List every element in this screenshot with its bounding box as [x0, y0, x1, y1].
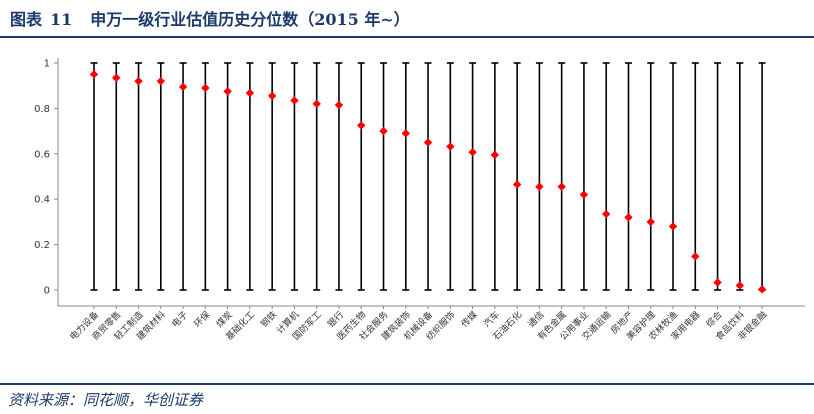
y-tick-label: 1 [44, 59, 50, 70]
data-point [201, 83, 210, 93]
category-label: 钢铁 [258, 309, 279, 330]
y-tick-label: 0.2 [34, 240, 50, 251]
header: 图表 11 申万一级行业估值历史分位数（2015 年~） [0, 0, 814, 40]
category-label: 通信 [525, 309, 546, 330]
data-point [468, 148, 477, 157]
data-point [112, 73, 121, 82]
data-point [713, 278, 722, 287]
y-tick-label: 0.6 [34, 149, 50, 160]
source-note: 资料来源：同花顺，华创证券 [8, 391, 204, 409]
data-point [535, 182, 544, 191]
data-point [512, 180, 522, 189]
figure-label: 图表 [10, 10, 43, 29]
data-point [89, 70, 99, 79]
data-point [579, 190, 589, 199]
data-point [290, 96, 299, 105]
data-point [446, 142, 455, 151]
data-point [490, 150, 500, 160]
y-tick-label: 0 [44, 286, 50, 297]
data-point [357, 121, 366, 130]
category-label: 银行 [325, 309, 346, 330]
data-point [178, 82, 188, 92]
category-label: 环保 [191, 309, 212, 330]
category-label: 煤炭 [214, 309, 235, 330]
data-point [267, 91, 277, 101]
data-point [379, 126, 388, 136]
data-point [602, 209, 611, 219]
data-point [624, 213, 633, 222]
category-label: 综合 [703, 309, 724, 330]
chart-area: 0 0.2 0.4 0.6 0.8 1 电力设备 商贸零售 轻工制造 建筑材料 电子 环保 煤炭 基础化工… [0, 40, 814, 380]
data-point [646, 217, 655, 227]
data-point [401, 129, 410, 138]
y-tick-label: 0.8 [34, 104, 50, 115]
data-point [245, 88, 255, 98]
data-point [312, 99, 321, 109]
data-point [668, 222, 678, 231]
data-point [423, 138, 433, 147]
figure-number: 11 [50, 10, 73, 29]
data-point [557, 182, 566, 191]
y-tick-label: 0.4 [34, 195, 50, 206]
data-point [757, 285, 767, 294]
figure-title-text: 申万一级行业估值历史分位数（2015 年~） [90, 10, 410, 29]
figure-title: 图表 11 申万一级行业估值历史分位数（2015 年~） [10, 6, 410, 30]
category-label: 汽车 [481, 309, 502, 330]
data-point [223, 87, 232, 96]
top-rule [0, 36, 814, 38]
data-point [156, 76, 166, 86]
data-point [691, 252, 700, 261]
category-label: 电子 [169, 309, 190, 330]
data-point [735, 281, 745, 290]
data-point [134, 76, 143, 86]
category-label: 传媒 [458, 309, 479, 330]
data-point [334, 100, 344, 110]
bottom-rule [0, 383, 814, 385]
